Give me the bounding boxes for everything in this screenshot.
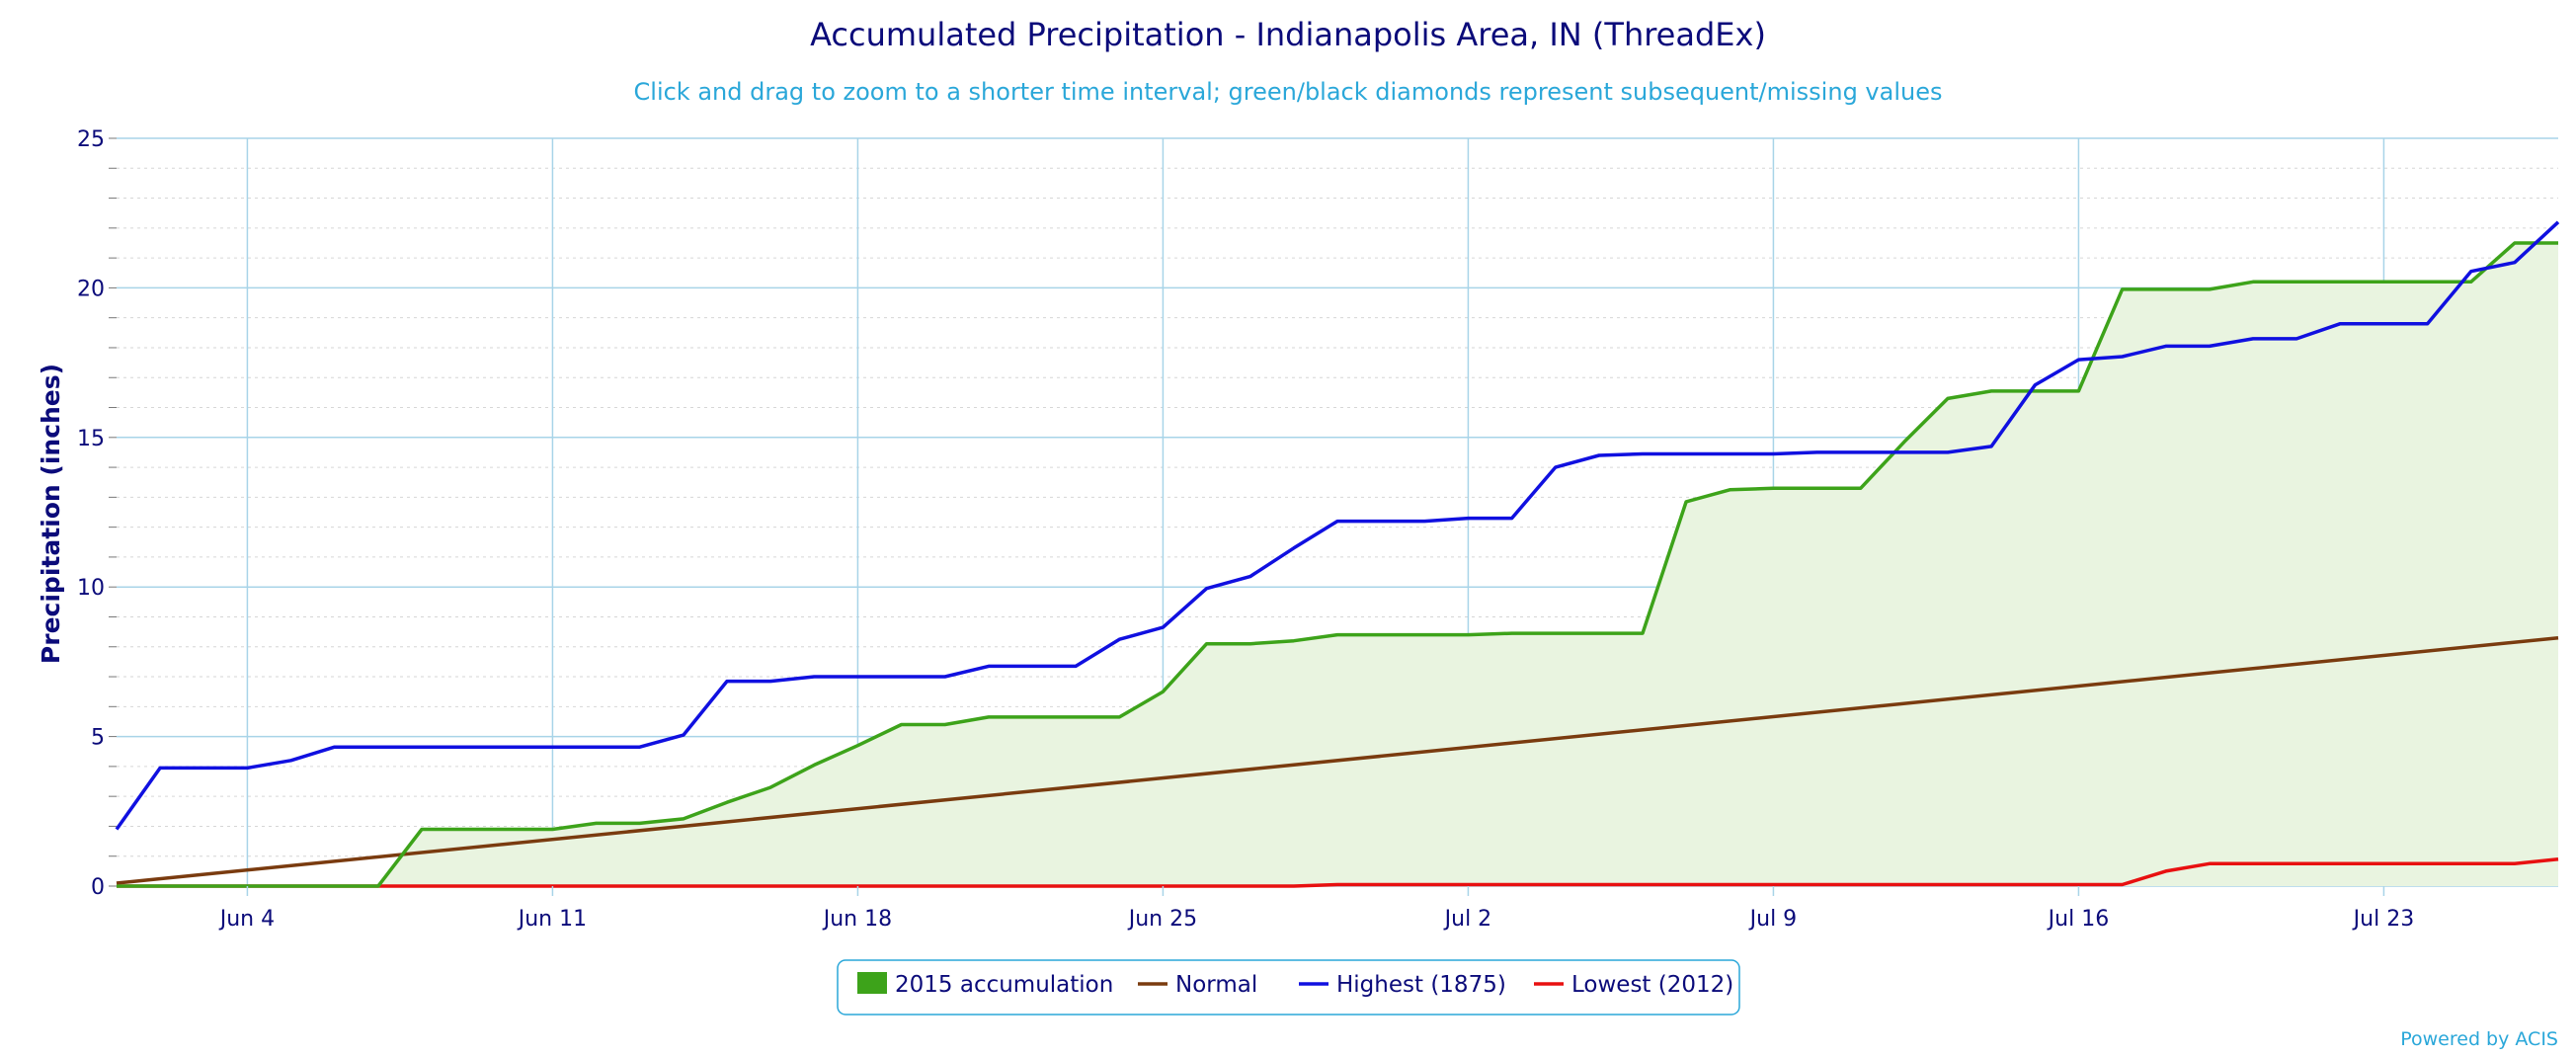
series-normal-line: [116, 635, 2559, 885]
y-tick-label: 0: [91, 875, 105, 900]
x-axis-ticks: Jun 4 Jun 11 Jun 18 Jun 25 Jul 2 Jul 9 Jul 16 J…: [218, 886, 2414, 932]
legend-item-lowest[interactable]: Lowest (2012): [1534, 972, 1733, 998]
x-tick-label: Jun 18: [822, 907, 892, 932]
series-2015-line: [117, 241, 2558, 888]
powered-by-credit[interactable]: Powered by ACIS: [2400, 1028, 2558, 1050]
x-tick-label: Jun 11: [517, 907, 587, 932]
legend-label: Highest (1875): [1336, 972, 1506, 998]
y-tick-label: 10: [77, 576, 105, 601]
y-axis-ticks: 0 5 10 15 20 25: [77, 127, 117, 900]
y-axis-label: Precipitation (inches): [37, 364, 65, 664]
legend-item-2015[interactable]: 2015 accumulation: [857, 972, 1113, 998]
x-tick-label: Jul 16: [2047, 907, 2110, 932]
legend-label: Lowest (2012): [1571, 972, 1733, 998]
legend-symbol: [857, 972, 887, 994]
legend-label: 2015 accumulation: [895, 972, 1113, 998]
chart-subtitle: Click and drag to zoom to a shorter time…: [634, 78, 1943, 106]
y-tick-label: 15: [77, 427, 105, 451]
series-2015-area: [117, 243, 2558, 886]
y-tick-label: 25: [77, 127, 105, 152]
chart-title: Accumulated Precipitation - Indianapolis…: [810, 16, 1766, 53]
legend[interactable]: 2015 accumulation Normal Highest (1875) Low…: [837, 959, 1740, 1016]
x-tick-label: Jul 2: [1443, 907, 1492, 932]
x-tick-label: Jul 23: [2352, 907, 2415, 932]
series-lowest-line: [117, 856, 2559, 888]
x-tick-label: Jun 4: [218, 907, 275, 932]
x-tick-label: Jun 25: [1127, 907, 1197, 932]
x-tick-label: Jul 9: [1748, 907, 1798, 932]
y-tick-label: 20: [77, 277, 105, 301]
series-layer: [115, 220, 2560, 888]
legend-item-normal[interactable]: Normal: [1138, 972, 1257, 998]
legend-item-highest[interactable]: Highest (1875): [1299, 972, 1506, 998]
legend-label: Normal: [1175, 972, 1257, 998]
series-highest-line: [115, 220, 2560, 831]
y-tick-label: 5: [91, 726, 105, 751]
legend-box: [837, 959, 1740, 1016]
